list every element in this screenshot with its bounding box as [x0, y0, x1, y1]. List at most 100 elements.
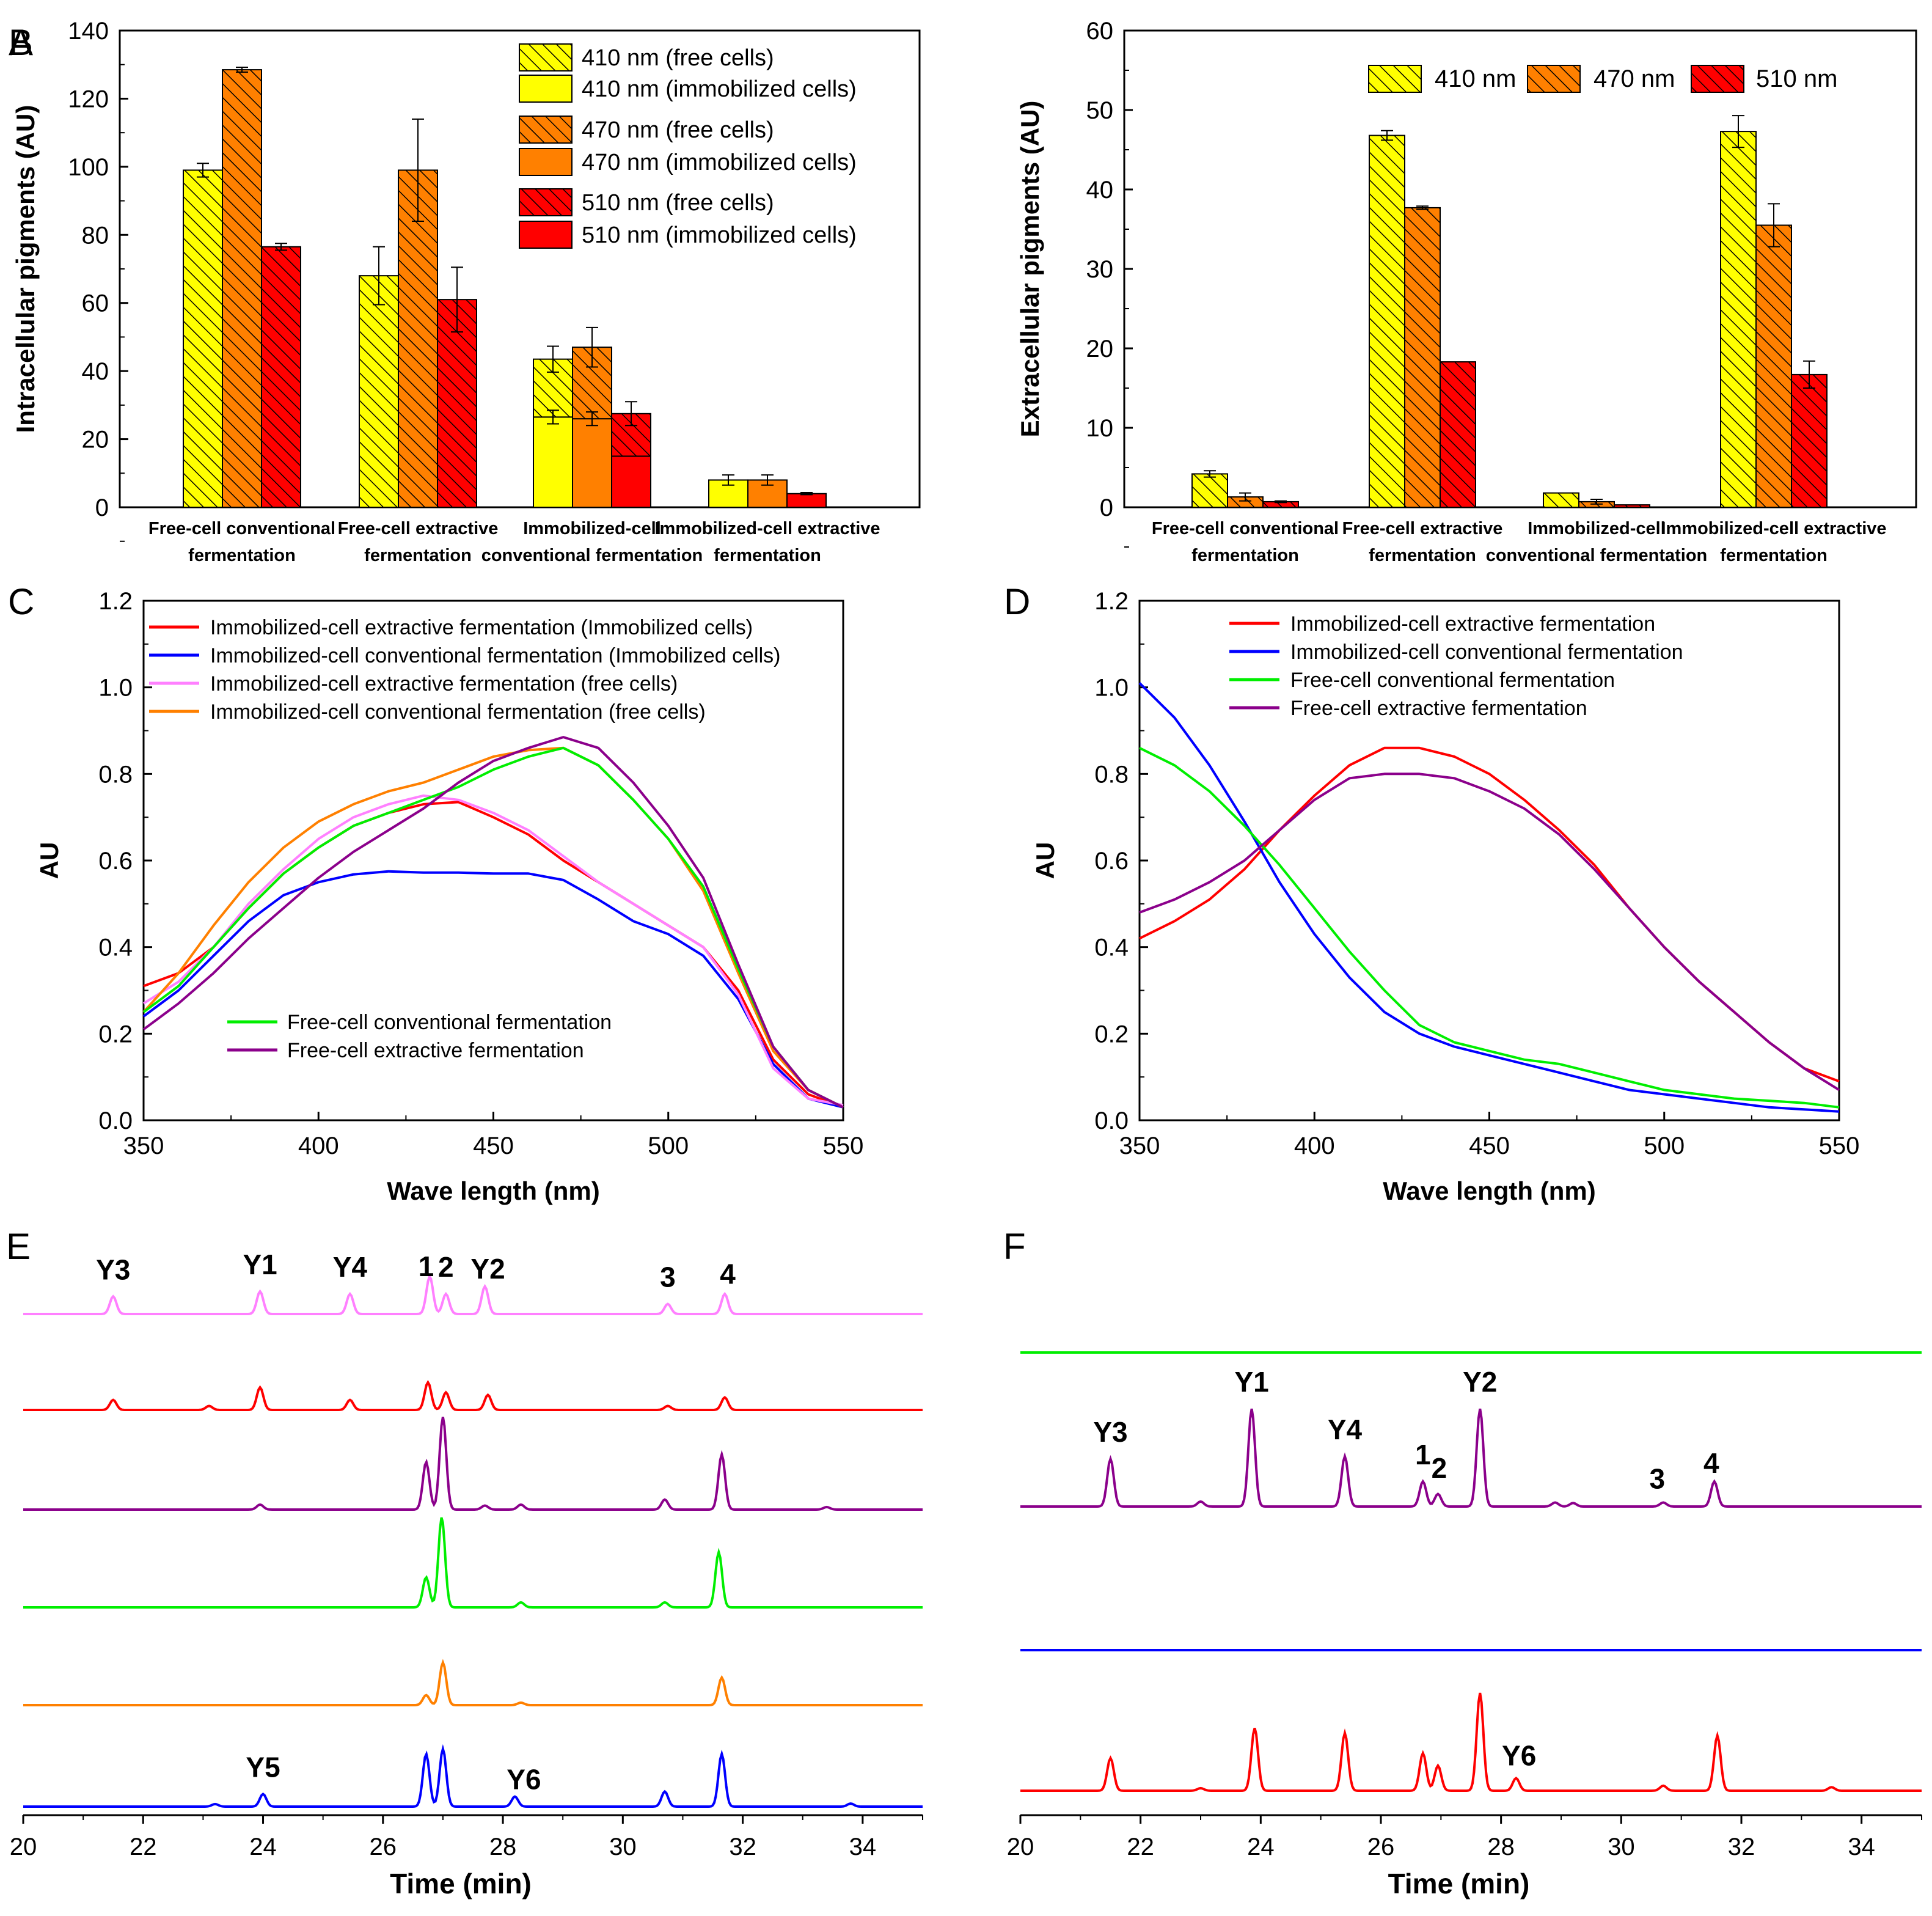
- legend-label: Free-cell conventional fermentation: [287, 1011, 612, 1034]
- x-tick-label: 22: [130, 1833, 157, 1860]
- y-tick-label: 0.0: [98, 1107, 133, 1134]
- bar-hatch: [437, 299, 477, 507]
- bar-hatch: [1369, 135, 1405, 508]
- y-tick-label: 100: [68, 154, 109, 181]
- y-tick-label: 0: [1100, 494, 1113, 521]
- peak-label: 2: [438, 1251, 454, 1283]
- peak-label: Y5: [246, 1752, 280, 1783]
- bar-immobilized: [533, 416, 573, 508]
- x-category-label: Immobilized-cell: [1528, 519, 1666, 538]
- panel-letter: E: [6, 1226, 31, 1267]
- x-tick-label: 22: [1127, 1833, 1154, 1860]
- legend-swatch: [519, 221, 573, 249]
- bar-hatch: [1756, 225, 1791, 507]
- y-tick-label: 30: [1086, 256, 1114, 283]
- y-tick-label: 60: [82, 290, 109, 317]
- y-tick-label: 0.4: [1094, 934, 1129, 961]
- x-tick-label: 450: [473, 1132, 514, 1159]
- peak-label: Y2: [1463, 1366, 1497, 1398]
- y-tick-label: 0.6: [98, 848, 133, 875]
- legend-swatch-hatch: [519, 44, 572, 71]
- y-tick-label: 40: [1086, 177, 1114, 204]
- chart-b: 0 10 20 30 40 50 60 Extracellular pigments (AU)…: [9, 18, 1917, 565]
- peak-label: Y1: [1234, 1366, 1268, 1398]
- legend-swatch-hatch: [519, 189, 572, 216]
- peak-label: Y4: [333, 1251, 368, 1283]
- legend-label: Free-cell conventional fermentation: [1290, 669, 1615, 692]
- x-tick-label: 20: [1007, 1833, 1034, 1860]
- x-axis-label: Time (min): [1388, 1868, 1530, 1899]
- bar-hatch: [1192, 474, 1228, 507]
- x-tick-label: 30: [609, 1833, 637, 1860]
- x-category-label: fermentation: [1369, 546, 1476, 565]
- x-tick-label: 550: [823, 1132, 864, 1159]
- legend-label: 510 nm (immobilized cells): [582, 222, 857, 248]
- bar-hatch: [1614, 505, 1650, 507]
- y-tick-label: 60: [1086, 18, 1114, 45]
- y-tick-label: 0.8: [98, 761, 133, 788]
- chart-c: 350 400 450 500 550 0.0 0.2 0.4 0.6 0.8 1.0 1.2 Wave…: [8, 581, 863, 1205]
- peak-label: 3: [660, 1261, 676, 1293]
- x-category-label: Immobilized-cell: [523, 519, 661, 538]
- y-axis-label: AU: [1031, 842, 1059, 879]
- y-tick-label: 0.2: [1094, 1021, 1129, 1048]
- chromatogram-trace: [23, 1744, 923, 1808]
- x-tick-label: 20: [10, 1833, 37, 1860]
- y-tick-label: 0.4: [98, 934, 133, 961]
- series-line: [142, 746, 844, 1109]
- x-category-label: Free-cell conventional: [148, 519, 335, 538]
- panel-letter: B: [9, 22, 33, 63]
- y-axis-label: Intracellular pigments (AU): [11, 105, 40, 433]
- legend-swatch-hatch: [1691, 65, 1744, 92]
- series-line: [142, 736, 844, 1109]
- y-tick-label: 50: [1086, 97, 1114, 124]
- chromatogram-trace: [23, 1379, 923, 1411]
- x-tick-label: 34: [1848, 1833, 1875, 1860]
- legend-label: Immobilized-cell extractive fermentation…: [210, 672, 678, 696]
- x-tick-label: 400: [1294, 1132, 1335, 1159]
- y-tick-label: 140: [68, 18, 109, 45]
- peak-label: 3: [1650, 1463, 1666, 1495]
- legend-label: 410 nm (free cells): [582, 45, 774, 71]
- y-tick-label: 20: [1086, 336, 1114, 362]
- x-category-label: fermentation: [714, 546, 821, 565]
- legend-label: Immobilized-cell conventional fermentati…: [210, 644, 780, 667]
- y-tick-label: 40: [82, 358, 109, 385]
- x-category-label: fermentation: [1720, 546, 1828, 565]
- legend-swatch: [519, 75, 573, 103]
- bar-hatch: [1440, 362, 1476, 507]
- bar-immobilized: [611, 455, 651, 508]
- y-axis-label: Extracellular pigments (AU): [1015, 101, 1044, 438]
- x-tick-label: 26: [370, 1833, 397, 1860]
- bar: [786, 493, 827, 508]
- y-tick-label: 0.2: [98, 1021, 133, 1048]
- x-tick-label: 28: [489, 1833, 517, 1860]
- bar-hatch: [222, 70, 262, 508]
- peak-label: Y3: [96, 1253, 130, 1285]
- legend-swatch-hatch: [1369, 65, 1421, 92]
- x-category-label: Free-cell conventional: [1152, 519, 1339, 538]
- legend-label: Immobilized-cell conventional fermentati…: [1290, 641, 1683, 664]
- bar-hatch: [262, 246, 301, 507]
- chromatogram-trace: [1020, 1408, 1922, 1508]
- legend-swatch-hatch: [1528, 65, 1580, 92]
- peak-label: 4: [1703, 1447, 1719, 1479]
- x-tick-label: 34: [849, 1833, 877, 1860]
- bar-hatch: [1228, 497, 1263, 507]
- series-line: [142, 870, 844, 1109]
- chromatogram-trace: [23, 1517, 923, 1609]
- x-category-label: Free-cell extractive: [1342, 519, 1503, 538]
- legend-label: 410 nm (immobilized cells): [582, 76, 857, 102]
- x-category-label: fermentation: [188, 546, 296, 565]
- bar-hatch: [183, 170, 222, 507]
- bar-hatch: [1791, 374, 1827, 507]
- series-line: [142, 794, 844, 1107]
- x-tick-label: 500: [1644, 1132, 1685, 1159]
- series-line: [1139, 747, 1840, 1109]
- peak-label: Y1: [243, 1249, 277, 1280]
- series-line: [1138, 682, 1840, 1113]
- y-tick-label: 10: [1086, 415, 1114, 442]
